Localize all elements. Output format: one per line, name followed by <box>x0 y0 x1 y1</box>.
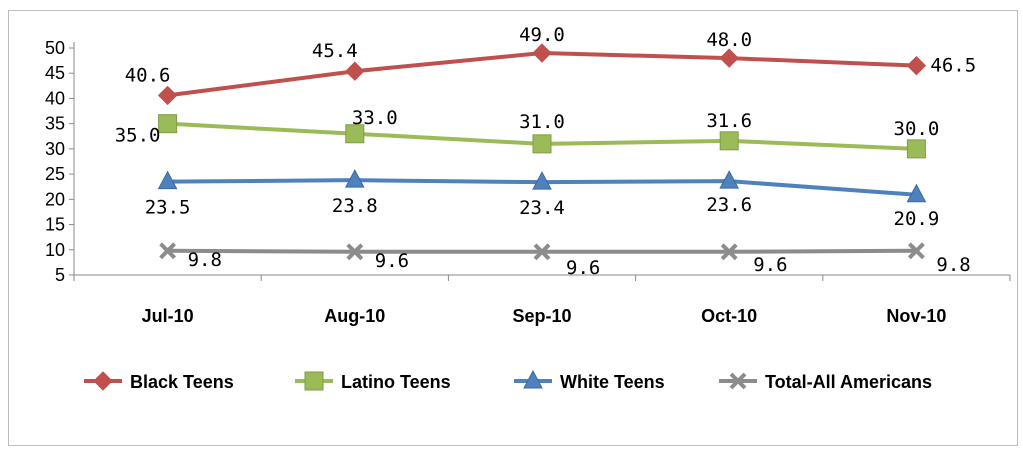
data-point-latino-teens <box>906 139 926 159</box>
legend-label-latino-teens: Latino Teens <box>341 372 451 392</box>
data-point-white-teens <box>719 170 740 189</box>
x-tick-label: Jul-10 <box>142 306 194 326</box>
legend-item-latino-teens: Latino Teens <box>295 371 451 392</box>
legend-label-black-teens: Black Teens <box>130 372 234 392</box>
x-marker-stroke <box>159 242 177 260</box>
data-point-black-teens <box>157 85 178 106</box>
legend-item-black-teens: Black Teens <box>84 371 234 392</box>
data-label-white-teens: 23.6 <box>706 194 752 216</box>
x-marker-stroke <box>720 243 738 261</box>
x-marker-stroke <box>907 242 925 260</box>
data-label-black-teens: 49.0 <box>519 24 565 46</box>
data-label-total-all-americans: 9.6 <box>566 257 600 279</box>
data-point-white-teens <box>906 183 927 203</box>
data-point-black-teens <box>532 43 552 63</box>
data-label-latino-teens: 31.0 <box>519 111 565 133</box>
data-label-black-teens: 46.5 <box>930 55 976 77</box>
legend-item-total-all-americans: Total-All Americans <box>719 372 932 392</box>
data-label-white-teens: 20.9 <box>894 208 940 230</box>
x-tick-label: Sep-10 <box>512 306 571 326</box>
data-point-total-all-americans <box>907 242 925 260</box>
x-tick-label: Nov-10 <box>886 306 946 326</box>
data-point-black-teens <box>719 48 739 68</box>
data-point-black-teens <box>345 61 365 81</box>
data-label-black-teens: 48.0 <box>706 29 752 51</box>
data-label-latino-teens: 35.0 <box>115 125 161 147</box>
y-tick-label: 15 <box>45 215 65 235</box>
x-tick-label: Oct-10 <box>701 306 757 326</box>
legend-marker-total-all-americans <box>729 372 747 390</box>
legend-marker-white-teens <box>523 369 543 389</box>
data-point-white-teens <box>157 170 178 190</box>
legend: Black Teens Latino Teens White Teens Total-… <box>84 369 932 392</box>
data-point-black-teens <box>906 55 927 76</box>
data-point-latino-teens <box>345 124 365 144</box>
data-point-total-all-americans <box>533 243 551 261</box>
legend-marker-black-teens <box>93 371 113 391</box>
legend-label-white-teens: White Teens <box>560 372 665 392</box>
data-point-white-teens <box>344 169 365 188</box>
data-point-total-all-americans <box>720 243 738 261</box>
legend-item-white-teens: White Teens <box>514 369 665 392</box>
data-label-black-teens: 40.6 <box>125 64 171 86</box>
series-total-all-americans: 9.8 9.6 9.6 9.6 9.8 <box>159 242 971 279</box>
data-label-white-teens: 23.8 <box>332 195 378 217</box>
data-label-white-teens: 23.4 <box>519 197 565 219</box>
data-point-total-all-americans <box>159 242 177 260</box>
data-point-latino-teens <box>719 131 739 151</box>
data-label-total-all-americans: 9.6 <box>375 250 409 272</box>
data-label-latino-teens: 33.0 <box>352 107 398 129</box>
y-tick-label: 35 <box>45 114 65 134</box>
y-tick-label: 20 <box>45 189 65 209</box>
data-point-total-all-americans <box>346 243 364 261</box>
data-label-total-all-americans: 9.8 <box>936 254 970 276</box>
series-latino-teens: 35.0 33.0 31.0 31.6 30.0 <box>115 107 940 159</box>
x-marker-stroke <box>533 243 551 261</box>
y-tick-label: 45 <box>45 63 65 83</box>
data-label-white-teens: 23.5 <box>145 197 191 219</box>
y-tick-label: 25 <box>45 164 65 184</box>
data-label-total-all-americans: 9.8 <box>188 249 222 271</box>
y-tick-label: 50 <box>45 38 65 58</box>
x-marker-stroke <box>346 243 364 261</box>
y-tick-label: 40 <box>45 88 65 108</box>
x-marker-stroke <box>729 372 747 390</box>
legend-label-total-all-americans: Total-All Americans <box>765 372 932 392</box>
x-tick-label: Aug-10 <box>324 306 385 326</box>
series-black-teens: 40.6 45.4 49.0 48.0 46.5 <box>125 24 976 106</box>
data-point-white-teens <box>532 171 552 190</box>
data-label-latino-teens: 31.6 <box>706 110 752 132</box>
data-point-latino-teens <box>158 114 178 134</box>
y-tick-label: 10 <box>45 240 65 260</box>
data-label-black-teens: 45.4 <box>312 40 358 62</box>
series-white-teens: 23.5 23.8 23.4 23.6 20.9 <box>145 169 940 230</box>
data-point-latino-teens <box>532 134 552 154</box>
y-tick-label: 30 <box>45 139 65 159</box>
chart-frame <box>8 10 1018 446</box>
data-label-total-all-americans: 9.6 <box>753 254 787 276</box>
y-tick-label: 5 <box>55 265 65 285</box>
legend-marker-latino-teens <box>304 371 324 391</box>
data-label-latino-teens: 30.0 <box>894 118 940 140</box>
